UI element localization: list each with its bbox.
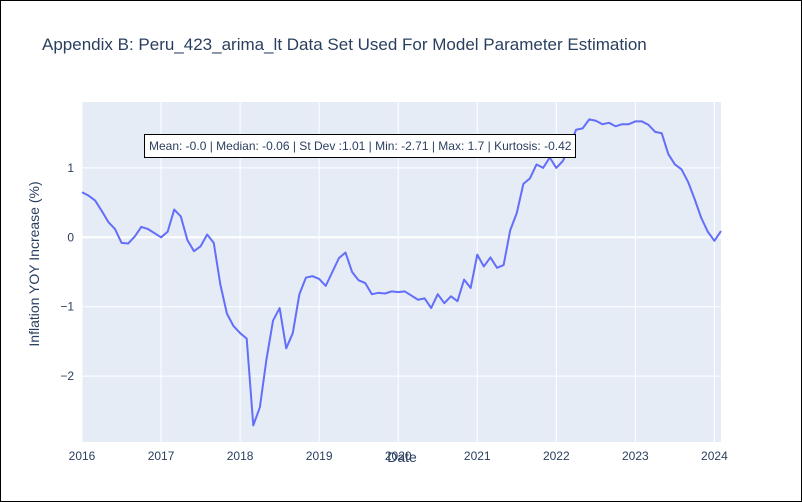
y-tick-label: −1 [60,300,74,314]
y-axis-title: Inflation YOY Increase (%) [26,181,42,346]
y-tick-label: −2 [60,369,74,383]
x-tick-label: 2019 [306,449,333,463]
x-tick-label: 2017 [148,449,175,463]
grid [81,102,721,442]
x-tick-label: 2018 [227,449,254,463]
x-tick-label: 2022 [543,449,570,463]
data-points [81,119,722,426]
y-tick-labels: 1 0 −1 −2 [60,161,74,383]
x-tick-label: 2023 [622,449,649,463]
chart-title: Appendix B: Peru_423_arima_lt Data Set U… [42,35,647,54]
x-tick-label: 2020 [385,449,412,463]
x-axis-title: Date [387,449,417,465]
plot-area [82,102,721,442]
x-tick-label: 2021 [464,449,491,463]
x-tick-label: 2024 [701,449,728,463]
y-tick-label: 0 [67,230,74,244]
x-tick-labels: 2016 2017 2018 2019 2020 2021 2022 2023 2024 [69,449,728,463]
stats-annotation: Mean: -0.0 | Median: -0.06 | St Dev :1.0… [144,134,577,158]
series-line [81,118,722,427]
y-tick-label: 1 [67,161,74,175]
x-tick-label: 2016 [69,449,96,463]
